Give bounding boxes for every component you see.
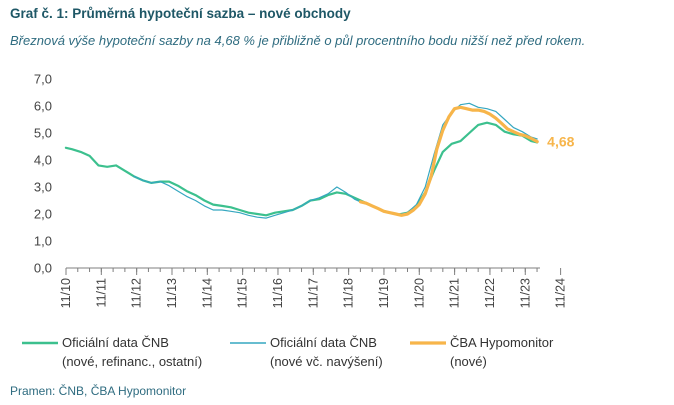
legend-label: (nové) [450,354,487,369]
x-tick-label: 11/17 [306,278,320,308]
y-tick-label: 2,0 [34,207,52,222]
series-line-cnb-navyseni [133,102,538,219]
chart-subtitle: Březnová výše hypoteční sazby na 4,68 % … [10,33,586,48]
y-tick-label: 6,0 [34,99,52,114]
x-tick-label: 11/16 [271,278,285,308]
x-tick-label: 11/24 [554,278,568,308]
y-axis: 0,0 1,0 2,0 3,0 4,0 5,0 6,0 7,0 [34,72,52,276]
x-tick-label: 11/19 [377,278,391,308]
x-axis: 11/10 11/11 11/12 11/13 11/14 11/15 11/16 11/17… [59,267,568,308]
y-tick-label: 1,0 [34,234,52,249]
x-tick-label: 11/15 [236,278,250,308]
y-tick-label: 3,0 [34,180,52,195]
legend: Oficiální data ČNB (nové, refinanc., osta… [22,335,554,369]
x-tick-label: 11/23 [518,278,532,308]
x-tick-label: 11/14 [200,278,214,308]
series-line-cba [358,105,539,217]
x-tick-label: 11/12 [130,278,144,308]
source-note: Pramen: ČNB, ČBA Hypomonitor [10,384,187,398]
end-value-label: 4,68 [547,134,574,150]
series-line-cnb-refinanc [64,121,539,217]
chart-title: Graf č. 1: Průměrná hypoteční sazba – no… [10,6,351,21]
series-layer [64,102,539,219]
legend-label: Oficiální data ČNB [62,335,169,350]
y-tick-label: 0,0 [34,261,52,276]
x-tick-label: 11/21 [448,278,462,308]
x-tick-label: 11/13 [165,278,179,308]
legend-label: ČBA Hypomonitor [450,335,554,350]
x-tick-label: 11/20 [412,278,426,308]
y-tick-label: 4,0 [34,153,52,168]
x-tick-label: 11/18 [342,278,356,308]
legend-label: Oficiální data ČNB [270,335,377,350]
y-tick-label: 7,0 [34,72,52,87]
x-tick-label: 11/11 [94,278,108,307]
y-tick-label: 5,0 [34,126,52,141]
legend-label: (nové vč. navýšení) [270,354,383,369]
x-tick-label: 11/22 [483,278,497,308]
x-tick-label: 11/10 [59,278,73,308]
legend-label: (nové, refinanc., ostatní) [62,354,202,369]
